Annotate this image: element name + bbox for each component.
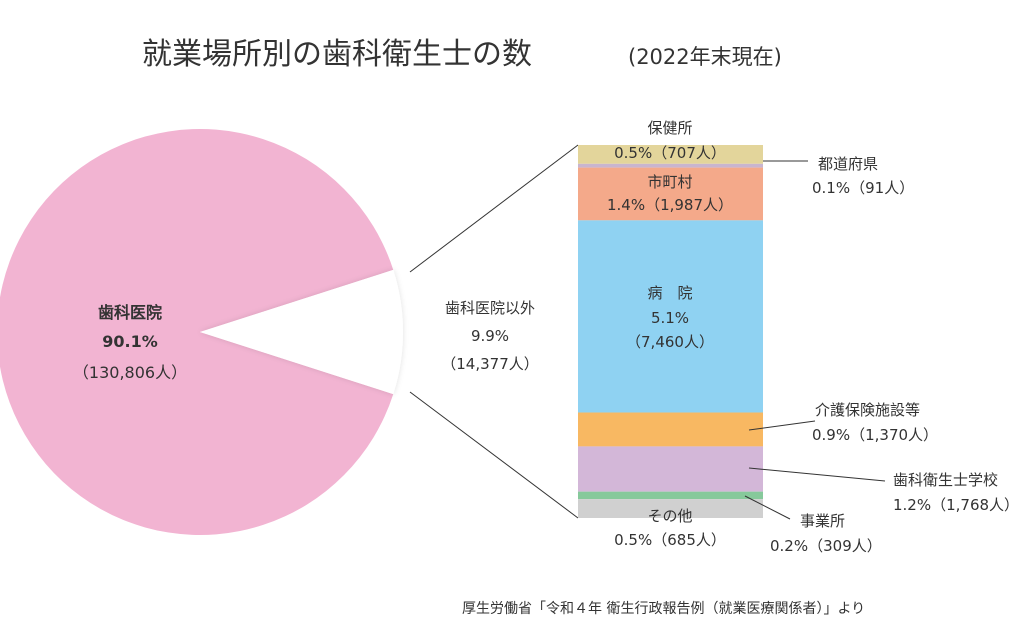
label-hospital-percent: 5.1% [651, 309, 689, 327]
label-training-school-name: 歯科衛生士学校 [893, 471, 998, 489]
label-training-school-value: 1.2%（1,768人） [893, 496, 1019, 514]
pie-label-percent: 90.1% [102, 332, 158, 351]
bar-segment-other [578, 499, 763, 518]
connector-line-top [409, 144, 579, 273]
label-care-facility-name: 介護保険施設等 [815, 401, 920, 419]
bar-segment-care-facility [578, 412, 763, 447]
pie-slice-others [200, 269, 403, 395]
pie-label-count: （130,806人） [73, 363, 187, 382]
source-note: 厚生労働省「令和４年 衛生行政報告例（就業医療関係者）」より [462, 600, 865, 617]
connector-line-bottom [409, 391, 579, 519]
label-hospital-name: 病 院 [647, 284, 692, 302]
label-health-center-value: 0.5%（707人） [614, 144, 726, 162]
label-health-center-name: 保健所 [647, 119, 692, 137]
label-prefecture-value: 0.1%（91人） [812, 179, 914, 197]
label-municipality-value: 1.4%（1,987人） [607, 196, 733, 214]
label-business-name: 事業所 [800, 512, 845, 530]
others-label-percent: 9.9% [471, 327, 509, 345]
bar-segment-training-school [578, 446, 763, 492]
bar-segment-health-center [578, 145, 763, 164]
others-label-count: （14,377人） [441, 355, 539, 373]
callout-line-training-school [748, 467, 886, 482]
others-label-name: 歯科医院以外 [445, 299, 535, 317]
callout-line-care-facility [748, 420, 816, 431]
bar-segment-prefecture [578, 163, 763, 168]
label-municipality-name: 市町村 [647, 173, 692, 191]
breakdown-bar [578, 145, 763, 518]
bar-segment-municipality [578, 167, 763, 221]
callout-line-business [744, 495, 791, 520]
pie-label-name: 歯科医院 [98, 303, 162, 322]
chart-subtitle: (2022年末現在) [628, 45, 782, 69]
chart-title: 就業場所別の歯科衛生士の数 [142, 37, 532, 72]
label-care-facility-value: 0.9%（1,370人） [812, 426, 938, 444]
label-hospital-count: （7,460人） [626, 333, 714, 351]
label-other-name: その他 [647, 507, 692, 525]
bar-segment-business [578, 491, 763, 500]
pie-group [0, 129, 403, 535]
label-prefecture-name: 都道府県 [818, 155, 878, 173]
pie-slice-dental-clinic [0, 129, 394, 535]
label-other-value: 0.5%（685人） [614, 531, 726, 549]
label-business-value: 0.2%（309人） [770, 537, 882, 555]
bar-segment-hospital [578, 220, 763, 413]
